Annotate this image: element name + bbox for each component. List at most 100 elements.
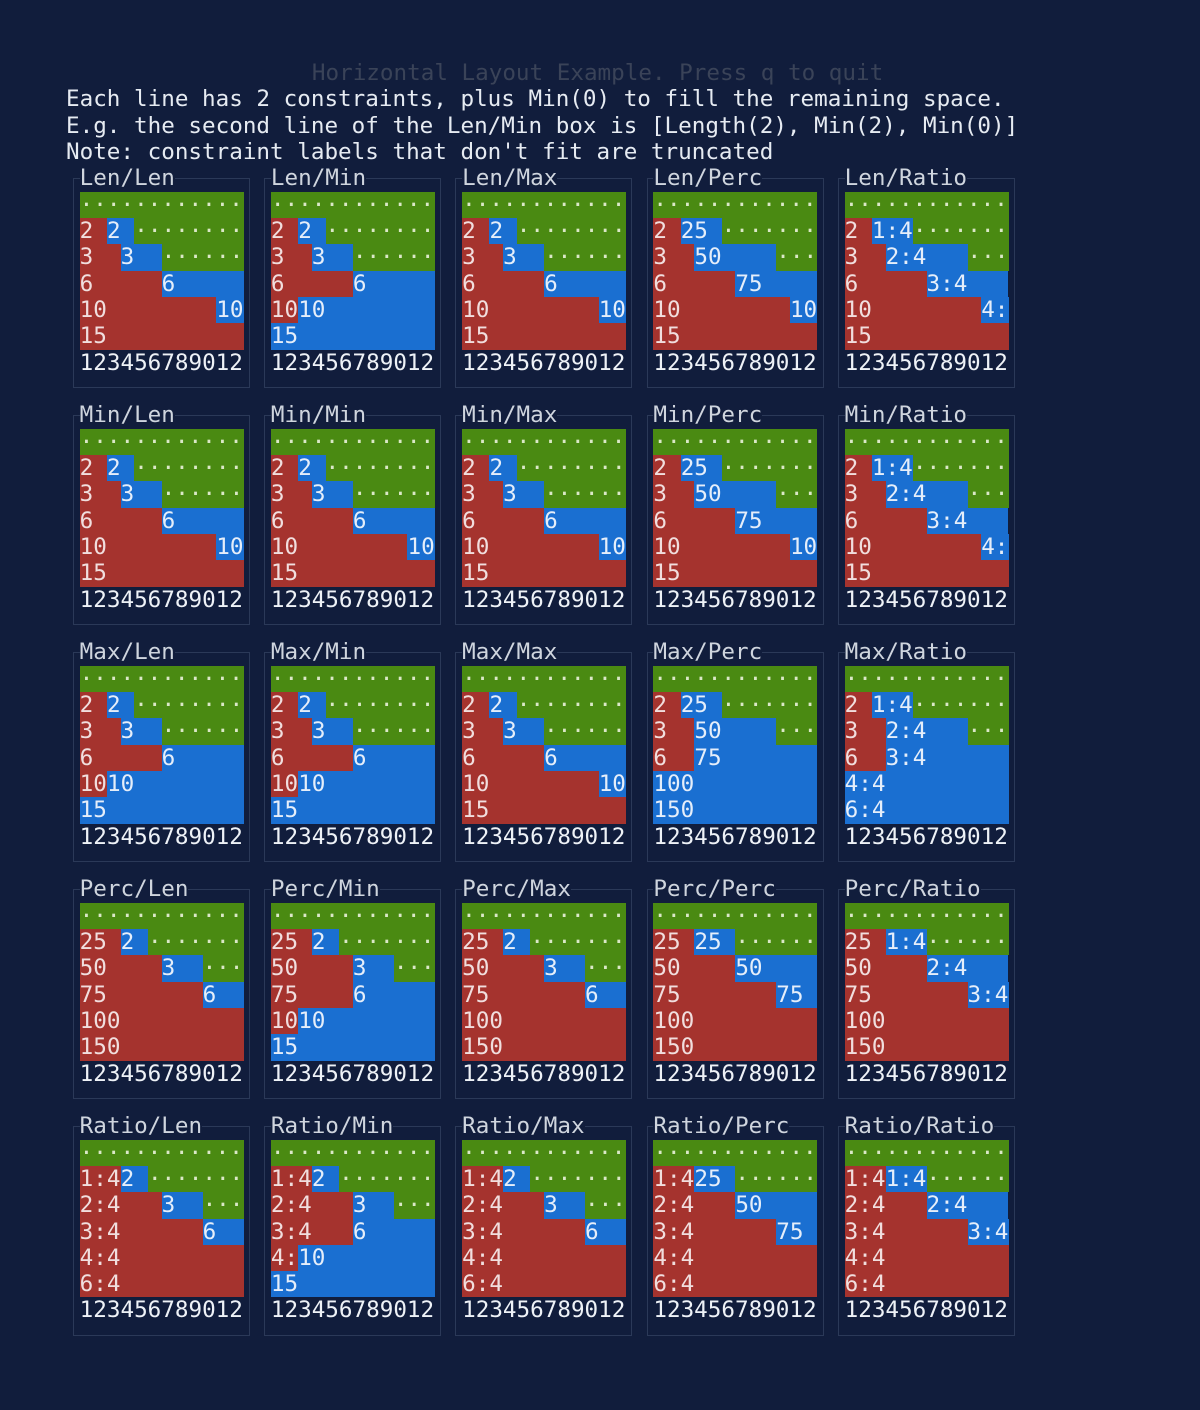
constraint-box: Perc/Min ············ 25 2 ······· 50 3 ··· 75 6 1… xyxy=(257,876,448,1113)
fill-segment: ······· xyxy=(147,928,244,956)
second-constraint-segment: 25 xyxy=(680,454,722,482)
second-constraint-segment: 3 xyxy=(544,1192,586,1219)
second-constraint-segment: 6 xyxy=(202,981,244,1008)
constraint-row: 6:4 xyxy=(79,1271,244,1298)
constraint-row: ············ xyxy=(79,1139,244,1166)
constraint-box: Perc/Max ············ 25 2 ······· 50 3 ··· 75 6 1… xyxy=(448,876,639,1113)
box-title: Max/Min xyxy=(270,639,367,666)
constraint-row: 2 2 ········ xyxy=(462,691,627,719)
first-constraint-segment: 6 xyxy=(462,270,545,297)
fill-segment: ······ xyxy=(544,718,627,745)
constraint-row: 15 xyxy=(844,323,1009,350)
constraint-row: ············ xyxy=(844,1139,1009,1166)
constraint-row: 4:4 xyxy=(844,1244,1009,1272)
box-title: Len/Max xyxy=(462,165,558,192)
first-constraint-segment: 50 xyxy=(79,955,162,982)
second-constraint-segment: 3 xyxy=(311,244,353,271)
fill-segment: ············ xyxy=(79,902,244,929)
first-constraint-segment: 6 xyxy=(79,270,162,297)
second-constraint-segment: 2:4 xyxy=(885,244,968,271)
fill-segment: ··· xyxy=(585,1192,627,1219)
fill-segment: ······ xyxy=(352,481,435,508)
column-ruler: 123456789012 xyxy=(79,1297,243,1324)
constraint-row: 25 2 ······· xyxy=(79,928,244,956)
fill-segment: ········ xyxy=(134,217,244,245)
first-constraint-segment: 6 xyxy=(270,507,353,534)
constraint-row: ············ xyxy=(462,902,627,929)
first-constraint-segment: 3 xyxy=(462,244,504,271)
constraint-row: 50 3 ··· xyxy=(79,955,244,982)
constraint-row: 15 xyxy=(653,560,818,587)
constraint-box: Len/Ratio ············ 2 1:4 ······· 3 2:4 ··· 6… xyxy=(831,165,1022,402)
second-constraint-segment: 3 xyxy=(161,955,203,982)
constraint-row: 2 2 ········ xyxy=(270,217,435,245)
constraint-box: Len/Min ············ 2 2 ········ 3 3 ······ 6 6 1… xyxy=(257,165,448,402)
second-constraint-segment: 2 xyxy=(311,1165,340,1193)
constraint-box: Max/Len ············ 2 2 ········ 3 3 ······ 6 6 1… xyxy=(66,639,257,876)
instruction-line-1: Each line has 2 constraints, plus Min(0)… xyxy=(66,86,1005,113)
second-constraint-segment: 2:4 xyxy=(926,1192,1009,1219)
column-ruler: 123456789012 xyxy=(79,349,243,376)
fill-segment: ······ xyxy=(926,928,1009,956)
fill-segment: ········ xyxy=(516,454,627,482)
fill-segment: ··· xyxy=(202,955,244,982)
constraint-row: 10 4: xyxy=(844,296,1009,324)
first-constraint-segment: 3 xyxy=(79,718,121,745)
second-constraint-segment: 10 xyxy=(298,1007,435,1035)
constraint-row: 150 xyxy=(653,1034,818,1061)
constraint-row: ············ xyxy=(653,902,818,929)
column-ruler: 123456789012 xyxy=(79,1060,243,1087)
first-constraint-segment: 50 xyxy=(462,955,545,982)
first-constraint-segment: 150 xyxy=(462,1034,627,1061)
constraint-row: 3 3 ······ xyxy=(462,244,627,271)
constraint-row: 15 xyxy=(270,1271,435,1298)
second-constraint-segment: 3 xyxy=(503,718,545,745)
constraint-row: 3:4 6 xyxy=(270,1218,435,1245)
fill-segment: ············ xyxy=(270,428,435,455)
first-constraint-segment: 10 xyxy=(270,533,408,561)
second-constraint-segment: 3 xyxy=(311,481,353,508)
constraint-row: 3 3 ······ xyxy=(270,718,435,745)
first-constraint-segment: 10 xyxy=(462,770,599,798)
constraint-row: 100 xyxy=(844,1007,1009,1035)
box-title: Ratio/Perc xyxy=(653,1113,790,1140)
column-ruler: 123456789012 xyxy=(79,586,243,613)
column-ruler: 123456789012 xyxy=(462,586,626,613)
box-title: Perc/Min xyxy=(270,876,380,903)
second-constraint-segment: 3 xyxy=(120,481,162,508)
first-constraint-segment: 15 xyxy=(844,560,1009,587)
instruction-line-3: Note: constraint labels that don't fit a… xyxy=(66,139,774,165)
fill-segment: ······ xyxy=(544,244,627,271)
constraint-row: 100 xyxy=(79,1007,244,1035)
constraint-row: 10 10 xyxy=(462,533,627,561)
second-constraint-segment: 15 xyxy=(270,1034,435,1061)
first-constraint-segment: 75 xyxy=(653,981,777,1008)
constraint-row: 4:4 xyxy=(79,1244,244,1272)
column-ruler: 123456789012 xyxy=(462,349,626,376)
fill-segment: ············ xyxy=(270,1139,435,1166)
constraint-row: 2 2 ········ xyxy=(462,217,627,245)
second-constraint-segment: 3 xyxy=(311,718,353,745)
constraint-row: 150 xyxy=(653,797,818,824)
first-constraint-segment: 1:4 xyxy=(79,1165,121,1193)
constraint-row: 10 10 xyxy=(270,770,435,798)
fill-segment: ······· xyxy=(530,1165,627,1193)
column-ruler: 123456789012 xyxy=(270,823,435,850)
fill-segment: ············ xyxy=(270,191,435,218)
first-constraint-segment: 6 xyxy=(79,507,162,534)
second-constraint-segment: 6 xyxy=(352,1218,435,1245)
first-constraint-segment: 3:4 xyxy=(79,1218,203,1245)
constraint-row: 100 xyxy=(462,1007,627,1035)
second-constraint-segment: 2:4 xyxy=(885,481,968,508)
first-constraint-segment: 10 xyxy=(653,296,790,324)
constraint-box: Ratio/Perc ············ 1:4 25 ······ 2:4 50 3:… xyxy=(640,1113,831,1350)
constraint-row: 4:4 xyxy=(462,1244,627,1272)
fill-segment: ······ xyxy=(926,1165,1009,1193)
first-constraint-segment: 2 xyxy=(653,217,681,245)
column-ruler: 123456789012 xyxy=(270,1297,435,1324)
first-constraint-segment: 3 xyxy=(844,244,886,271)
second-constraint-segment: 2 xyxy=(298,454,326,482)
constraint-box: Len/Max ············ 2 2 ········ 3 3 ······ 6 6 1… xyxy=(448,165,639,402)
first-constraint-segment: 3 xyxy=(270,718,312,745)
